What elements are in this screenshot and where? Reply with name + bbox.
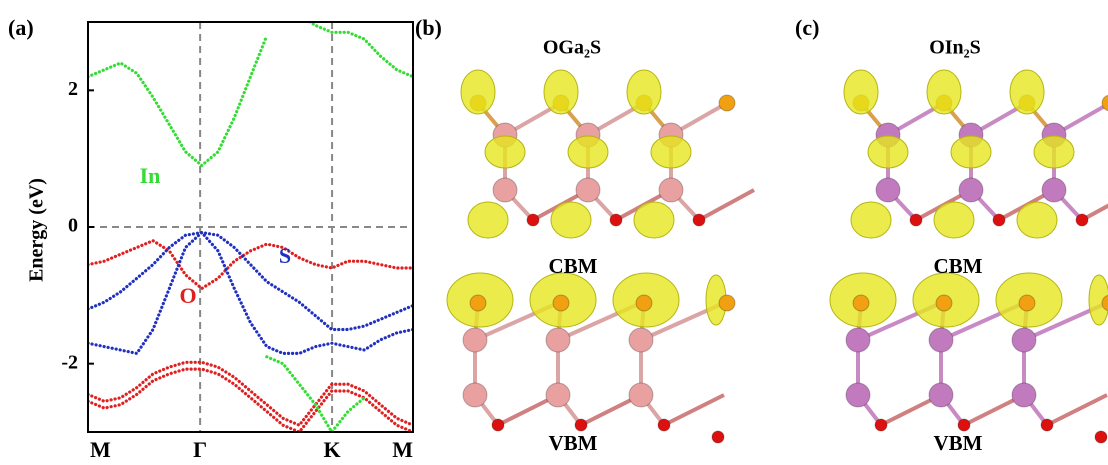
- metal-atom: [1012, 328, 1036, 352]
- charge-density: [844, 70, 878, 114]
- charge-density: [1034, 136, 1074, 168]
- y-axis-label: Energy (eV): [26, 178, 48, 282]
- oxygen-atom: [610, 214, 622, 226]
- sulfur-atom: [936, 295, 952, 311]
- metal-atom: [929, 328, 953, 352]
- charge-density: [485, 136, 525, 168]
- y-tick-label: -2: [61, 351, 78, 373]
- band-annotation: S: [279, 243, 291, 268]
- metal-atom: [463, 328, 487, 352]
- x-tick-label: K: [324, 437, 341, 462]
- charge-density: [634, 202, 674, 238]
- oxygen-atom: [693, 214, 705, 226]
- metal-atom: [659, 178, 683, 202]
- metal-atom: [846, 328, 870, 352]
- oxygen-atom: [910, 214, 922, 226]
- figure: (a) Energy (eV) (b) OGa₂S CBM VBM (c) OI…: [0, 0, 1108, 465]
- charge-density: [934, 202, 974, 238]
- charge-density: [651, 136, 691, 168]
- oxygen-atom: [492, 419, 504, 431]
- metal-atom: [1042, 178, 1066, 202]
- metal-atom: [546, 383, 570, 407]
- metal-atom: [959, 178, 983, 202]
- sulfur-atom: [719, 95, 735, 111]
- y-tick-label: 2: [68, 78, 78, 100]
- oxygen-atom: [658, 419, 670, 431]
- sulfur-atom: [553, 295, 569, 311]
- metal-atom: [576, 178, 600, 202]
- panel-label: (a): [8, 15, 34, 40]
- charge-density: [551, 202, 591, 238]
- sulfur-atom: [853, 295, 869, 311]
- vbm-label: VBM: [934, 431, 983, 455]
- charge-density: [461, 70, 495, 114]
- metal-atom: [629, 383, 653, 407]
- x-tick-label: Γ: [193, 437, 207, 462]
- oxygen-atom: [1076, 214, 1088, 226]
- cbm-label: CBM: [549, 254, 598, 278]
- oxygen-atom: [527, 214, 539, 226]
- charge-density: [1017, 202, 1057, 238]
- metal-atom: [463, 383, 487, 407]
- bond: [664, 395, 724, 425]
- charge-density: [568, 136, 608, 168]
- vbm-label: VBM: [549, 431, 598, 455]
- x-tick-label: M: [90, 437, 111, 462]
- metal-atom: [929, 383, 953, 407]
- oxygen-atom: [958, 419, 970, 431]
- metal-atom: [876, 178, 900, 202]
- bond: [1047, 395, 1107, 425]
- charge-density: [851, 202, 891, 238]
- y-tick-label: 0: [68, 215, 78, 237]
- oxygen-atom: [575, 419, 587, 431]
- metal-atom: [493, 178, 517, 202]
- charge-density: [627, 70, 661, 114]
- band-annotation: In: [140, 163, 161, 188]
- structure-panel: [447, 70, 754, 443]
- bond: [699, 190, 754, 220]
- band-line: [267, 357, 365, 432]
- charge-density: [544, 70, 578, 114]
- panel-title: OIn₂S: [929, 37, 981, 59]
- metal-atom: [629, 328, 653, 352]
- sulfur-atom: [470, 295, 486, 311]
- sulfur-atom: [719, 295, 735, 311]
- band-line: [88, 36, 267, 166]
- oxygen-atom: [712, 431, 724, 443]
- panel-title: OGa₂S: [543, 37, 601, 59]
- sulfur-atom: [1019, 295, 1035, 311]
- sulfur-atom: [636, 295, 652, 311]
- oxygen-atom: [875, 419, 887, 431]
- band-annotation: O: [179, 283, 196, 308]
- charge-density: [1010, 70, 1044, 114]
- oxygen-atom: [1041, 419, 1053, 431]
- band-line: [299, 15, 413, 76]
- band-line: [88, 369, 413, 432]
- charge-density: [927, 70, 961, 114]
- oxygen-atom: [993, 214, 1005, 226]
- metal-atom: [846, 383, 870, 407]
- panel-label: (c): [795, 15, 819, 40]
- cbm-label: CBM: [934, 254, 983, 278]
- charge-density: [468, 202, 508, 238]
- metal-atom: [546, 328, 570, 352]
- oxygen-atom: [1095, 431, 1107, 443]
- charge-density: [951, 136, 991, 168]
- x-tick-label: M: [392, 437, 413, 462]
- charge-density: [868, 136, 908, 168]
- metal-atom: [1012, 383, 1036, 407]
- plot-area: [88, 15, 413, 432]
- panel-label: (b): [415, 15, 442, 40]
